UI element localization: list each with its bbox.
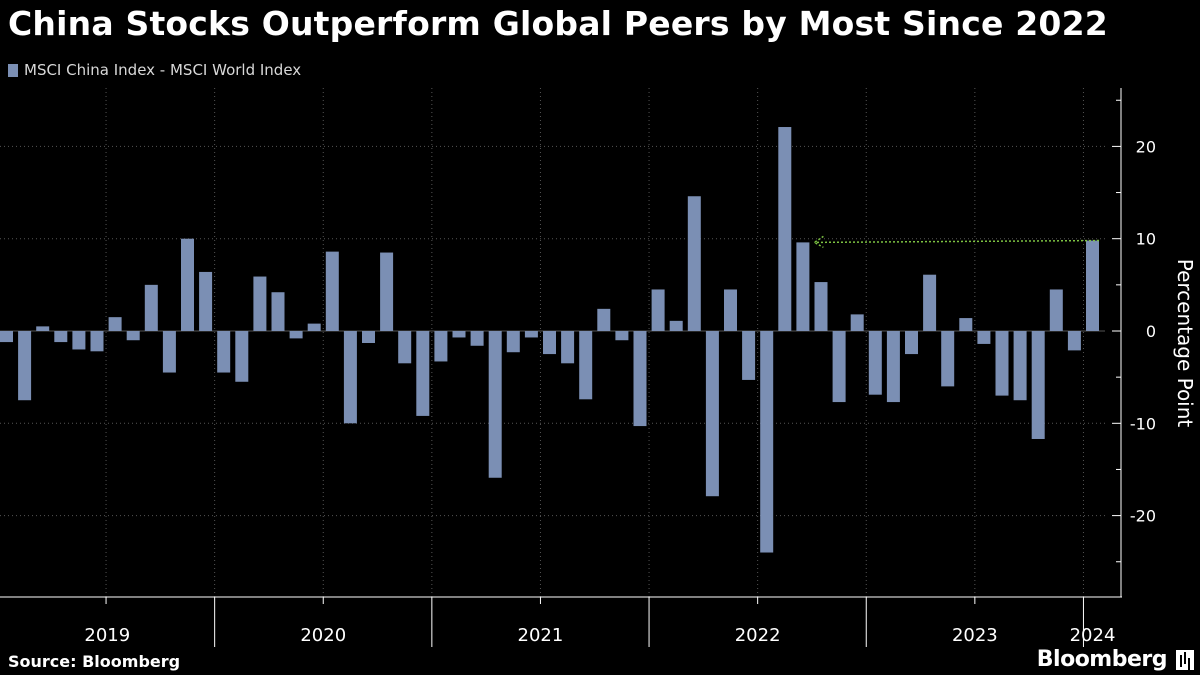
bar (181, 238, 194, 331)
bar (561, 331, 575, 364)
bar (343, 331, 357, 424)
bar (398, 331, 412, 364)
bar (724, 289, 737, 331)
bar (923, 274, 937, 331)
bar (524, 331, 538, 338)
bar (886, 331, 900, 403)
x-year-label: 2020 (300, 625, 346, 646)
bar (380, 252, 394, 331)
bar (597, 308, 611, 331)
bar (307, 323, 321, 331)
bar (289, 331, 303, 339)
y-tick-label: 0 (1146, 322, 1156, 341)
bar (778, 127, 792, 331)
bar (253, 276, 267, 331)
bar (850, 314, 864, 331)
bar (18, 331, 32, 401)
legend-swatch (8, 63, 18, 77)
bar (271, 292, 285, 331)
bar (0, 331, 13, 343)
y-tick-label: 20 (1136, 137, 1156, 156)
bar (687, 196, 701, 331)
bar (941, 331, 955, 387)
chart-title: China Stocks Outperform Global Peers by … (8, 4, 1108, 43)
bar (488, 331, 502, 478)
y-tick-label: 10 (1136, 230, 1156, 249)
bar (90, 331, 104, 352)
bar (633, 331, 647, 427)
bar (416, 331, 430, 416)
bar (235, 331, 249, 382)
bar (54, 331, 68, 343)
bar (1049, 289, 1063, 331)
y-axis-label: Percentage Point (1173, 259, 1197, 428)
x-year-label: 2021 (518, 625, 564, 646)
x-year-label: 2019 (84, 625, 130, 646)
x-year-label: 2024 (1070, 625, 1116, 646)
y-tick-label: -10 (1130, 414, 1156, 433)
bar (579, 331, 593, 400)
bar (995, 331, 1009, 396)
bar (199, 271, 213, 331)
bar (362, 331, 375, 343)
bar (506, 331, 520, 353)
bar (126, 331, 140, 341)
bar (217, 331, 231, 373)
bar (1031, 331, 1045, 439)
bar (36, 326, 50, 331)
chart-legend: MSCI China Index - MSCI World Index (8, 61, 301, 79)
bar (434, 331, 448, 362)
y-tick-label: -20 (1130, 507, 1156, 526)
bar (1013, 331, 1027, 401)
bar (796, 242, 810, 331)
bar (1086, 240, 1099, 331)
terminal-icon (1176, 650, 1194, 670)
y-axis: -20 -10 0 10 20 (1112, 88, 1156, 597)
bar (1067, 331, 1081, 351)
bar (742, 331, 756, 380)
bar (452, 331, 466, 338)
bar (470, 331, 484, 346)
bar (959, 318, 973, 331)
bar (669, 320, 683, 331)
bar (832, 331, 846, 403)
bar (905, 331, 918, 355)
bar (144, 284, 158, 331)
annotation-layer (812, 235, 1100, 249)
bloomberg-logo: Bloomberg (1036, 647, 1168, 672)
bar-series (0, 127, 1099, 553)
annotation-arrow-head (812, 235, 824, 249)
bar (705, 331, 719, 497)
bar (977, 331, 991, 344)
bar (162, 331, 176, 373)
bar (325, 251, 339, 331)
x-axis: 2019 2020 2021 2022 2023 2024 (0, 596, 1122, 647)
x-year-label: 2023 (952, 625, 998, 646)
x-year-label: 2022 (735, 625, 781, 646)
annotation-arrow-line (814, 239, 1100, 244)
bar (615, 331, 629, 341)
source-note: Source: Bloomberg (8, 652, 181, 671)
bar (543, 331, 556, 355)
bar (108, 317, 122, 331)
legend-label: MSCI China Index - MSCI World Index (24, 61, 302, 79)
bar (72, 331, 86, 350)
bar (868, 331, 882, 395)
bar (814, 282, 828, 331)
bar (760, 331, 774, 553)
bar (651, 289, 665, 331)
